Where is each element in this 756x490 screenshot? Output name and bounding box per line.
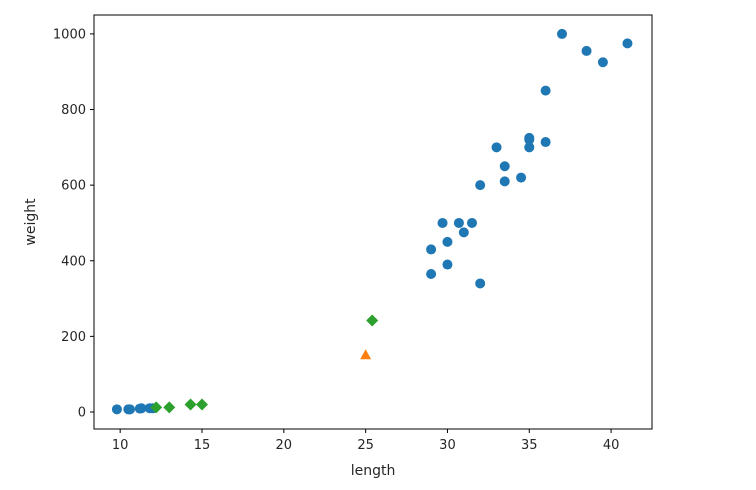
data-point-circle [597, 57, 608, 68]
data-point-circle [491, 142, 502, 153]
data-point-circle [426, 244, 437, 255]
data-point-diamond [150, 401, 163, 414]
y-tick-label: 1000 [53, 27, 86, 42]
data-point-circle [581, 45, 592, 56]
data-point-circle [622, 38, 633, 49]
data-point-circle [125, 404, 135, 415]
data-point-circle [426, 268, 437, 279]
data-point-diamond [196, 398, 208, 411]
data-point-circle [516, 172, 527, 183]
data-point-circle [453, 217, 464, 228]
y-tick-label: 0 [78, 405, 86, 420]
plot-area [93, 14, 653, 430]
data-point-triangle [360, 349, 372, 360]
y-tick-label: 400 [61, 254, 86, 269]
data-point-circle [499, 176, 510, 187]
data-points [111, 28, 633, 415]
data-point-circle [524, 134, 535, 145]
y-axis: 0 200 400 600 800 1000 [53, 27, 94, 420]
data-point-circle [458, 227, 469, 238]
data-point-diamond [366, 314, 379, 327]
x-tick-label: 20 [276, 438, 293, 453]
data-point-circle [467, 217, 477, 228]
x-axis: 10 15 20 25 30 35 40 [112, 429, 619, 453]
data-point-circle [442, 259, 453, 270]
data-point-circle [475, 278, 486, 289]
data-point-circle [540, 137, 551, 148]
data-point-circle [475, 180, 486, 191]
data-point-diamond [163, 401, 176, 414]
data-point-circle [136, 403, 147, 414]
y-tick-label: 600 [61, 179, 86, 194]
data-point-circle [442, 236, 453, 247]
data-point-circle [111, 404, 122, 415]
x-axis-label: length [351, 463, 396, 479]
data-point-circle [499, 161, 510, 172]
x-tick-label: 10 [112, 438, 129, 453]
data-point-diamond [184, 398, 197, 411]
data-point-circle [437, 217, 448, 228]
data-point-circle [557, 28, 567, 39]
y-axis-label: weight [23, 198, 39, 246]
x-tick-label: 25 [357, 438, 374, 453]
x-tick-label: 40 [603, 438, 620, 453]
data-point-circle [524, 142, 535, 153]
y-tick-label: 800 [61, 103, 86, 118]
x-tick-label: 30 [439, 438, 456, 453]
data-point-circle [540, 85, 551, 96]
y-tick-label: 200 [61, 330, 86, 345]
x-tick-label: 35 [521, 438, 538, 453]
x-tick-label: 15 [194, 438, 211, 453]
